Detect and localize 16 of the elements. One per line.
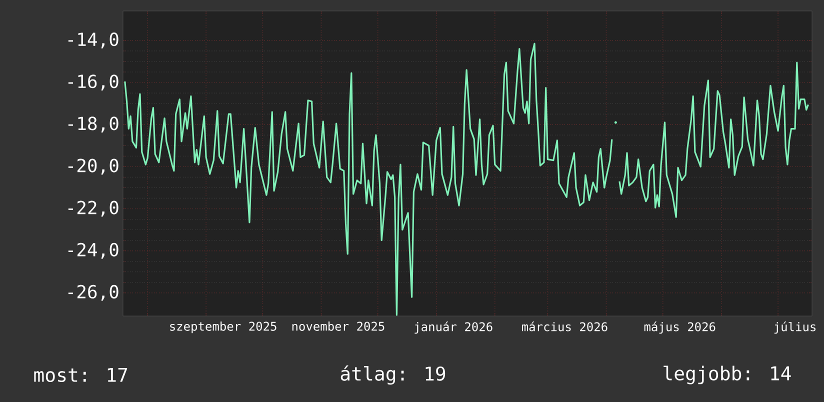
x-tick-label: november 2025 xyxy=(292,322,384,331)
y-tick-label: -14,0 xyxy=(68,32,118,48)
y-tick-label: -18,0 xyxy=(68,116,118,133)
x-tick-label: március 2026 xyxy=(522,322,608,332)
text: legjobb: 14 xyxy=(664,366,791,384)
x-tick-label: május 2026 xyxy=(644,322,716,334)
x-tick-label: szeptember 2025 xyxy=(170,322,276,334)
text: most: 17 xyxy=(34,368,128,382)
y-tick-label: -26,0 xyxy=(68,284,118,301)
y-tick-label: -16,0 xyxy=(68,74,118,90)
x-tick-label: július xyxy=(774,322,816,334)
y-tick-label: -22,0 xyxy=(68,200,118,217)
y-tick-label: -20,0 xyxy=(68,158,118,175)
y-tick-label: -24,0 xyxy=(68,242,118,259)
x-tick-label: január 2026 xyxy=(414,322,492,334)
text: átlag: 19 xyxy=(340,365,446,385)
